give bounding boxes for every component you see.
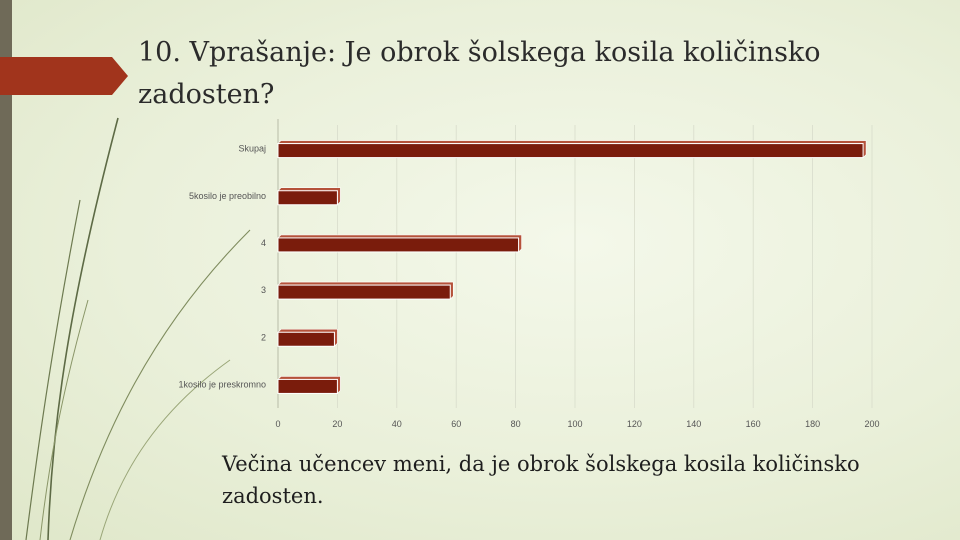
bar xyxy=(277,237,520,253)
left-band xyxy=(0,0,12,540)
category-label: Skupaj xyxy=(238,144,266,154)
x-tick-label: 100 xyxy=(567,419,582,429)
bar xyxy=(277,378,338,394)
x-tick-label: 140 xyxy=(686,419,701,429)
category-label: 1kosilo je preskromno xyxy=(178,379,266,389)
category-label: 3 xyxy=(261,285,266,295)
x-tick-label: 200 xyxy=(864,419,879,429)
x-tick-label: 0 xyxy=(275,419,280,429)
category-label: 4 xyxy=(261,238,266,248)
category-label: 5kosilo je preobilno xyxy=(189,191,266,201)
x-tick-label: 120 xyxy=(627,419,642,429)
x-tick-label: 80 xyxy=(511,419,521,429)
x-tick-label: 20 xyxy=(332,419,342,429)
category-label: 2 xyxy=(261,332,266,342)
bar xyxy=(277,143,864,159)
title-accent-tab xyxy=(0,57,128,95)
bar xyxy=(277,190,338,206)
x-tick-label: 60 xyxy=(451,419,461,429)
bar xyxy=(277,331,335,347)
slide-title: 10. Vprašanje: Je obrok šolskega kosila … xyxy=(138,37,821,110)
bar xyxy=(277,284,451,300)
x-tick-label: 160 xyxy=(746,419,761,429)
x-tick-label: 180 xyxy=(805,419,820,429)
slide-caption: Večina učencev meni, da je obrok šolskeg… xyxy=(222,452,860,508)
x-tick-label: 40 xyxy=(392,419,402,429)
